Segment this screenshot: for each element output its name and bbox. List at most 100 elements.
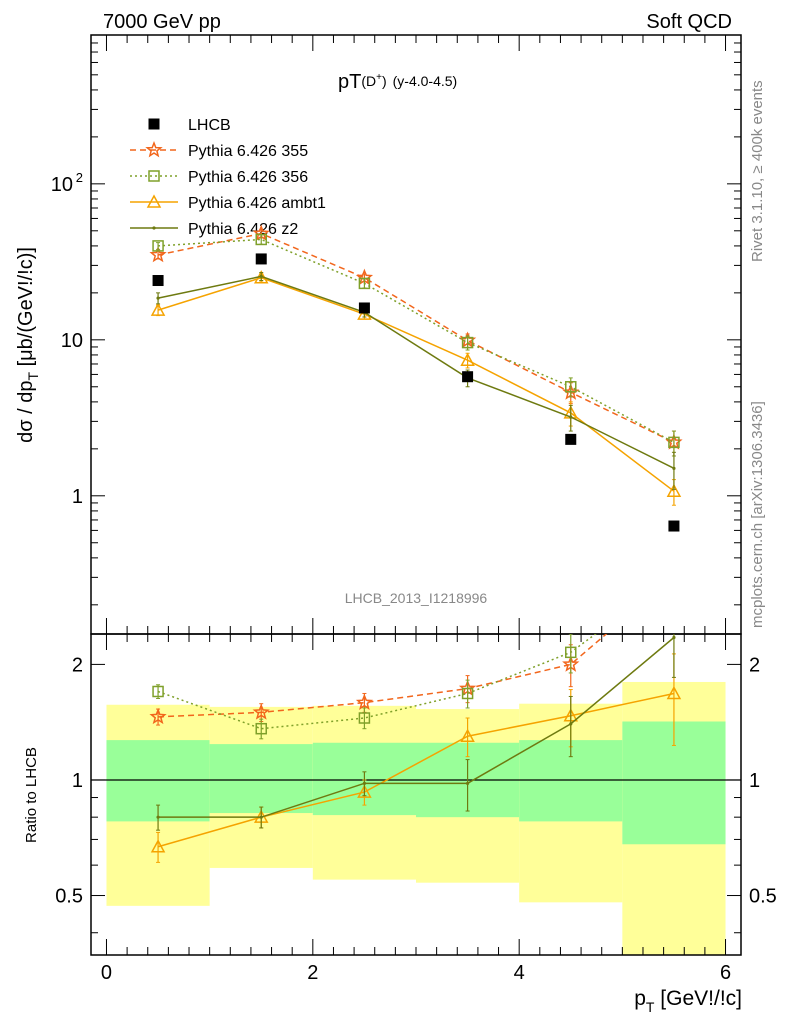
plot-title: pT(D+) (y-4.0-4.5) xyxy=(338,71,457,93)
ratio-point xyxy=(358,712,371,724)
series-1 xyxy=(152,233,680,457)
series-point xyxy=(259,274,263,279)
title-particle: (D xyxy=(361,73,376,89)
legend: LHCB Pythia 6.426 355 Pythia 6.426 356 Pyth… xyxy=(130,117,326,238)
legend-marker-2 xyxy=(146,194,162,208)
xtick-label: 6 xyxy=(720,962,731,984)
ratio-series-3 xyxy=(156,634,676,831)
ratio-point xyxy=(362,781,367,785)
header-left: 7000 GeV pp xyxy=(103,11,221,33)
ratio-point xyxy=(357,784,372,798)
legend-label-0: Pythia 6.426 355 xyxy=(188,143,308,160)
x-axis-label: pT [GeV!/!c] xyxy=(634,987,742,1015)
legend-label-data: LHCB xyxy=(188,117,231,134)
main-ytick-label: 10 xyxy=(51,174,73,196)
ratio-point xyxy=(149,707,167,725)
ratio-point xyxy=(152,685,164,698)
data-point xyxy=(668,520,680,532)
legend-marker-1 xyxy=(148,170,160,182)
ratio-ytick-label-right: 2 xyxy=(749,654,760,676)
ratio-series-1 xyxy=(152,571,679,740)
data-point xyxy=(462,371,474,383)
mcplots-label: mcplots.cern.ch [arXiv:1306.3436] xyxy=(749,401,766,628)
title-main: pT xyxy=(338,71,361,93)
xtick-label: 0 xyxy=(101,962,112,984)
xtick-label: 2 xyxy=(307,962,318,984)
series-point xyxy=(460,352,475,366)
ratio-point xyxy=(569,722,573,726)
series-2 xyxy=(150,270,682,506)
ratio-y-ticks xyxy=(91,663,741,934)
legend-marker-data xyxy=(148,118,160,130)
series-point xyxy=(461,336,474,349)
x-ticks xyxy=(105,35,727,955)
series-point xyxy=(150,302,166,316)
series-point xyxy=(672,466,676,470)
ratio-ylabel: Ratio to LHCB xyxy=(23,747,40,843)
main-ytick-label: 10 xyxy=(61,330,83,352)
ratio-series xyxy=(149,569,682,863)
data-point xyxy=(152,275,164,287)
main-series xyxy=(149,224,683,506)
ratio-point xyxy=(255,722,267,735)
inner-band-1 xyxy=(209,744,313,814)
legend-marker-3 xyxy=(152,226,156,230)
legend-label-3: Pythia 6.426 z2 xyxy=(188,221,298,238)
title-range: (y-4.0-4.5) xyxy=(393,73,458,89)
ratio-point xyxy=(156,815,160,819)
series-point xyxy=(358,277,371,290)
series-point xyxy=(152,240,164,252)
ratio-point xyxy=(465,781,470,785)
data-point xyxy=(565,433,577,445)
ratio-point xyxy=(259,815,263,819)
ratio-point xyxy=(460,728,475,742)
ratio-point xyxy=(565,646,577,659)
ratio-point xyxy=(461,687,474,700)
ratio-point xyxy=(666,685,682,700)
title-close: ) xyxy=(382,73,387,89)
series-point xyxy=(255,233,267,246)
title-sup: + xyxy=(376,72,382,83)
series-0 xyxy=(149,224,683,457)
ratio-ytick-label-left: 2 xyxy=(72,654,83,676)
ratio-ytick-label-left: 1 xyxy=(72,770,83,792)
series-point xyxy=(668,436,680,449)
legend-label-2: Pythia 6.426 ambt1 xyxy=(188,195,326,212)
xtick-label: 4 xyxy=(514,962,525,984)
series-point xyxy=(149,245,167,263)
data-point xyxy=(255,253,267,265)
main-ylabel: dσ / dpT [μb/(GeV!/!c)] xyxy=(15,247,41,443)
ratio-line-2 xyxy=(157,692,675,848)
lhcb-data xyxy=(152,253,680,532)
main-ytick-label: 1 xyxy=(72,486,83,508)
ratio-ytick-label-right: 1 xyxy=(749,770,760,792)
ratio-line-3 xyxy=(158,636,675,818)
ratio-point xyxy=(252,703,270,720)
ratio-point xyxy=(669,571,679,581)
series-line-0 xyxy=(157,232,675,444)
ratio-point xyxy=(355,693,374,711)
legend-label-1: Pythia 6.426 356 xyxy=(188,169,308,186)
series-point xyxy=(565,381,577,393)
ratio-ytick-label-right: 0.5 xyxy=(749,886,777,908)
series-point xyxy=(666,483,682,497)
ratio-point xyxy=(150,839,166,853)
series-line-1 xyxy=(158,238,675,444)
legend-marker-0 xyxy=(145,140,163,158)
main-ytick-sup: 2 xyxy=(76,170,83,185)
series-line-2 xyxy=(157,276,675,492)
ratio-bands xyxy=(106,681,726,955)
series-3 xyxy=(156,272,676,490)
series-point xyxy=(569,415,573,419)
rivet-label: Rivet 3.1.10, ≥ 400k events xyxy=(749,80,766,262)
main-y-ticks xyxy=(91,34,741,606)
ratio-line-1 xyxy=(157,634,597,730)
ratio-point xyxy=(667,569,680,582)
series-point xyxy=(156,296,160,300)
header-right: Soft QCD xyxy=(646,11,732,33)
ratio-ytick-label-left: 0.5 xyxy=(55,886,83,908)
ratio-point xyxy=(672,635,676,640)
data-point xyxy=(358,302,370,314)
analysis-watermark: LHCB_2013_I1218996 xyxy=(345,590,488,606)
